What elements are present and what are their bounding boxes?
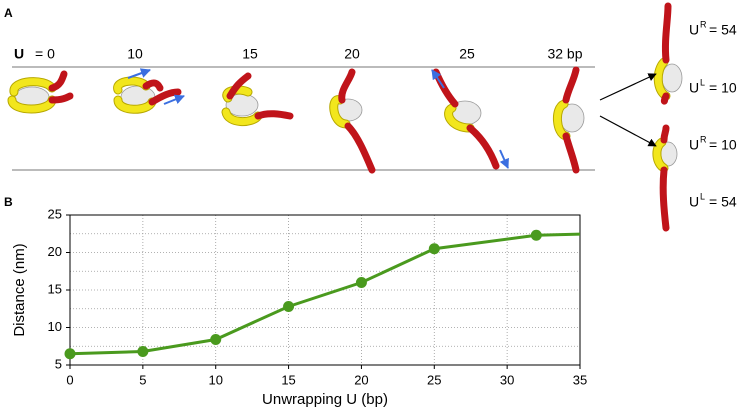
unwrap-label: 15: [242, 46, 258, 62]
y-axis-label: Distance (nm): [11, 243, 28, 336]
structure-asym-2: [652, 124, 678, 232]
label-sup: L: [700, 191, 705, 201]
structure-asym-1: [653, 2, 683, 105]
unwrap-label: 25: [459, 46, 475, 62]
plot-frame: [69, 214, 581, 366]
data-point: [64, 348, 76, 360]
unwrap-symbol: U: [14, 46, 24, 62]
x-tick-label: 20: [354, 372, 368, 387]
arrow: [599, 115, 657, 147]
structure-20: [329, 68, 376, 174]
structure-25: [431, 68, 509, 170]
x-tick-label: 0: [66, 372, 73, 387]
label-rest: = 10: [709, 80, 737, 96]
unwrap-label: = 0: [35, 46, 55, 62]
label-rest: = 10: [709, 137, 737, 153]
unwrap-label: 32 bp: [547, 46, 582, 62]
panel-label: A: [4, 6, 13, 20]
label-rest: = 54: [709, 194, 737, 210]
y-tick-label: 5: [55, 356, 62, 371]
data-point: [137, 346, 149, 357]
structure-0: [7, 70, 74, 114]
y-tick-label: 10: [48, 319, 62, 334]
label-base: U: [689, 22, 699, 38]
label-rest: = 54: [709, 22, 737, 38]
x-tick-label: 5: [139, 372, 146, 387]
series-line: [70, 232, 580, 356]
structure-15: [221, 72, 294, 126]
structure-32: [553, 66, 585, 174]
x-tick-label: 15: [281, 372, 295, 387]
panel-label: B: [4, 195, 13, 209]
arrow: [599, 73, 657, 101]
x-tick-label: 10: [208, 372, 222, 387]
data-point: [283, 301, 295, 312]
data-point: [428, 243, 440, 255]
data-point: [530, 229, 542, 241]
x-tick-label: 30: [500, 372, 514, 387]
unwrap-label: 20: [344, 46, 360, 62]
label-base: U: [689, 194, 699, 210]
label-base: U: [689, 137, 699, 153]
data-point: [210, 334, 222, 345]
y-tick-label: 25: [48, 206, 62, 221]
x-tick-label: 35: [573, 372, 587, 387]
label-sup: R: [700, 134, 707, 144]
unwrap-label: 10: [127, 46, 143, 62]
x-tick-label: 25: [427, 372, 441, 387]
label-base: U: [689, 80, 699, 96]
label-sup: R: [700, 19, 707, 29]
y-tick-label: 15: [48, 281, 62, 296]
data-point: [355, 277, 367, 288]
structure-10: [113, 68, 185, 114]
x-axis-label: Unwrapping U (bp): [262, 391, 388, 408]
y-tick-label: 20: [48, 244, 62, 259]
label-sup: L: [700, 77, 705, 87]
